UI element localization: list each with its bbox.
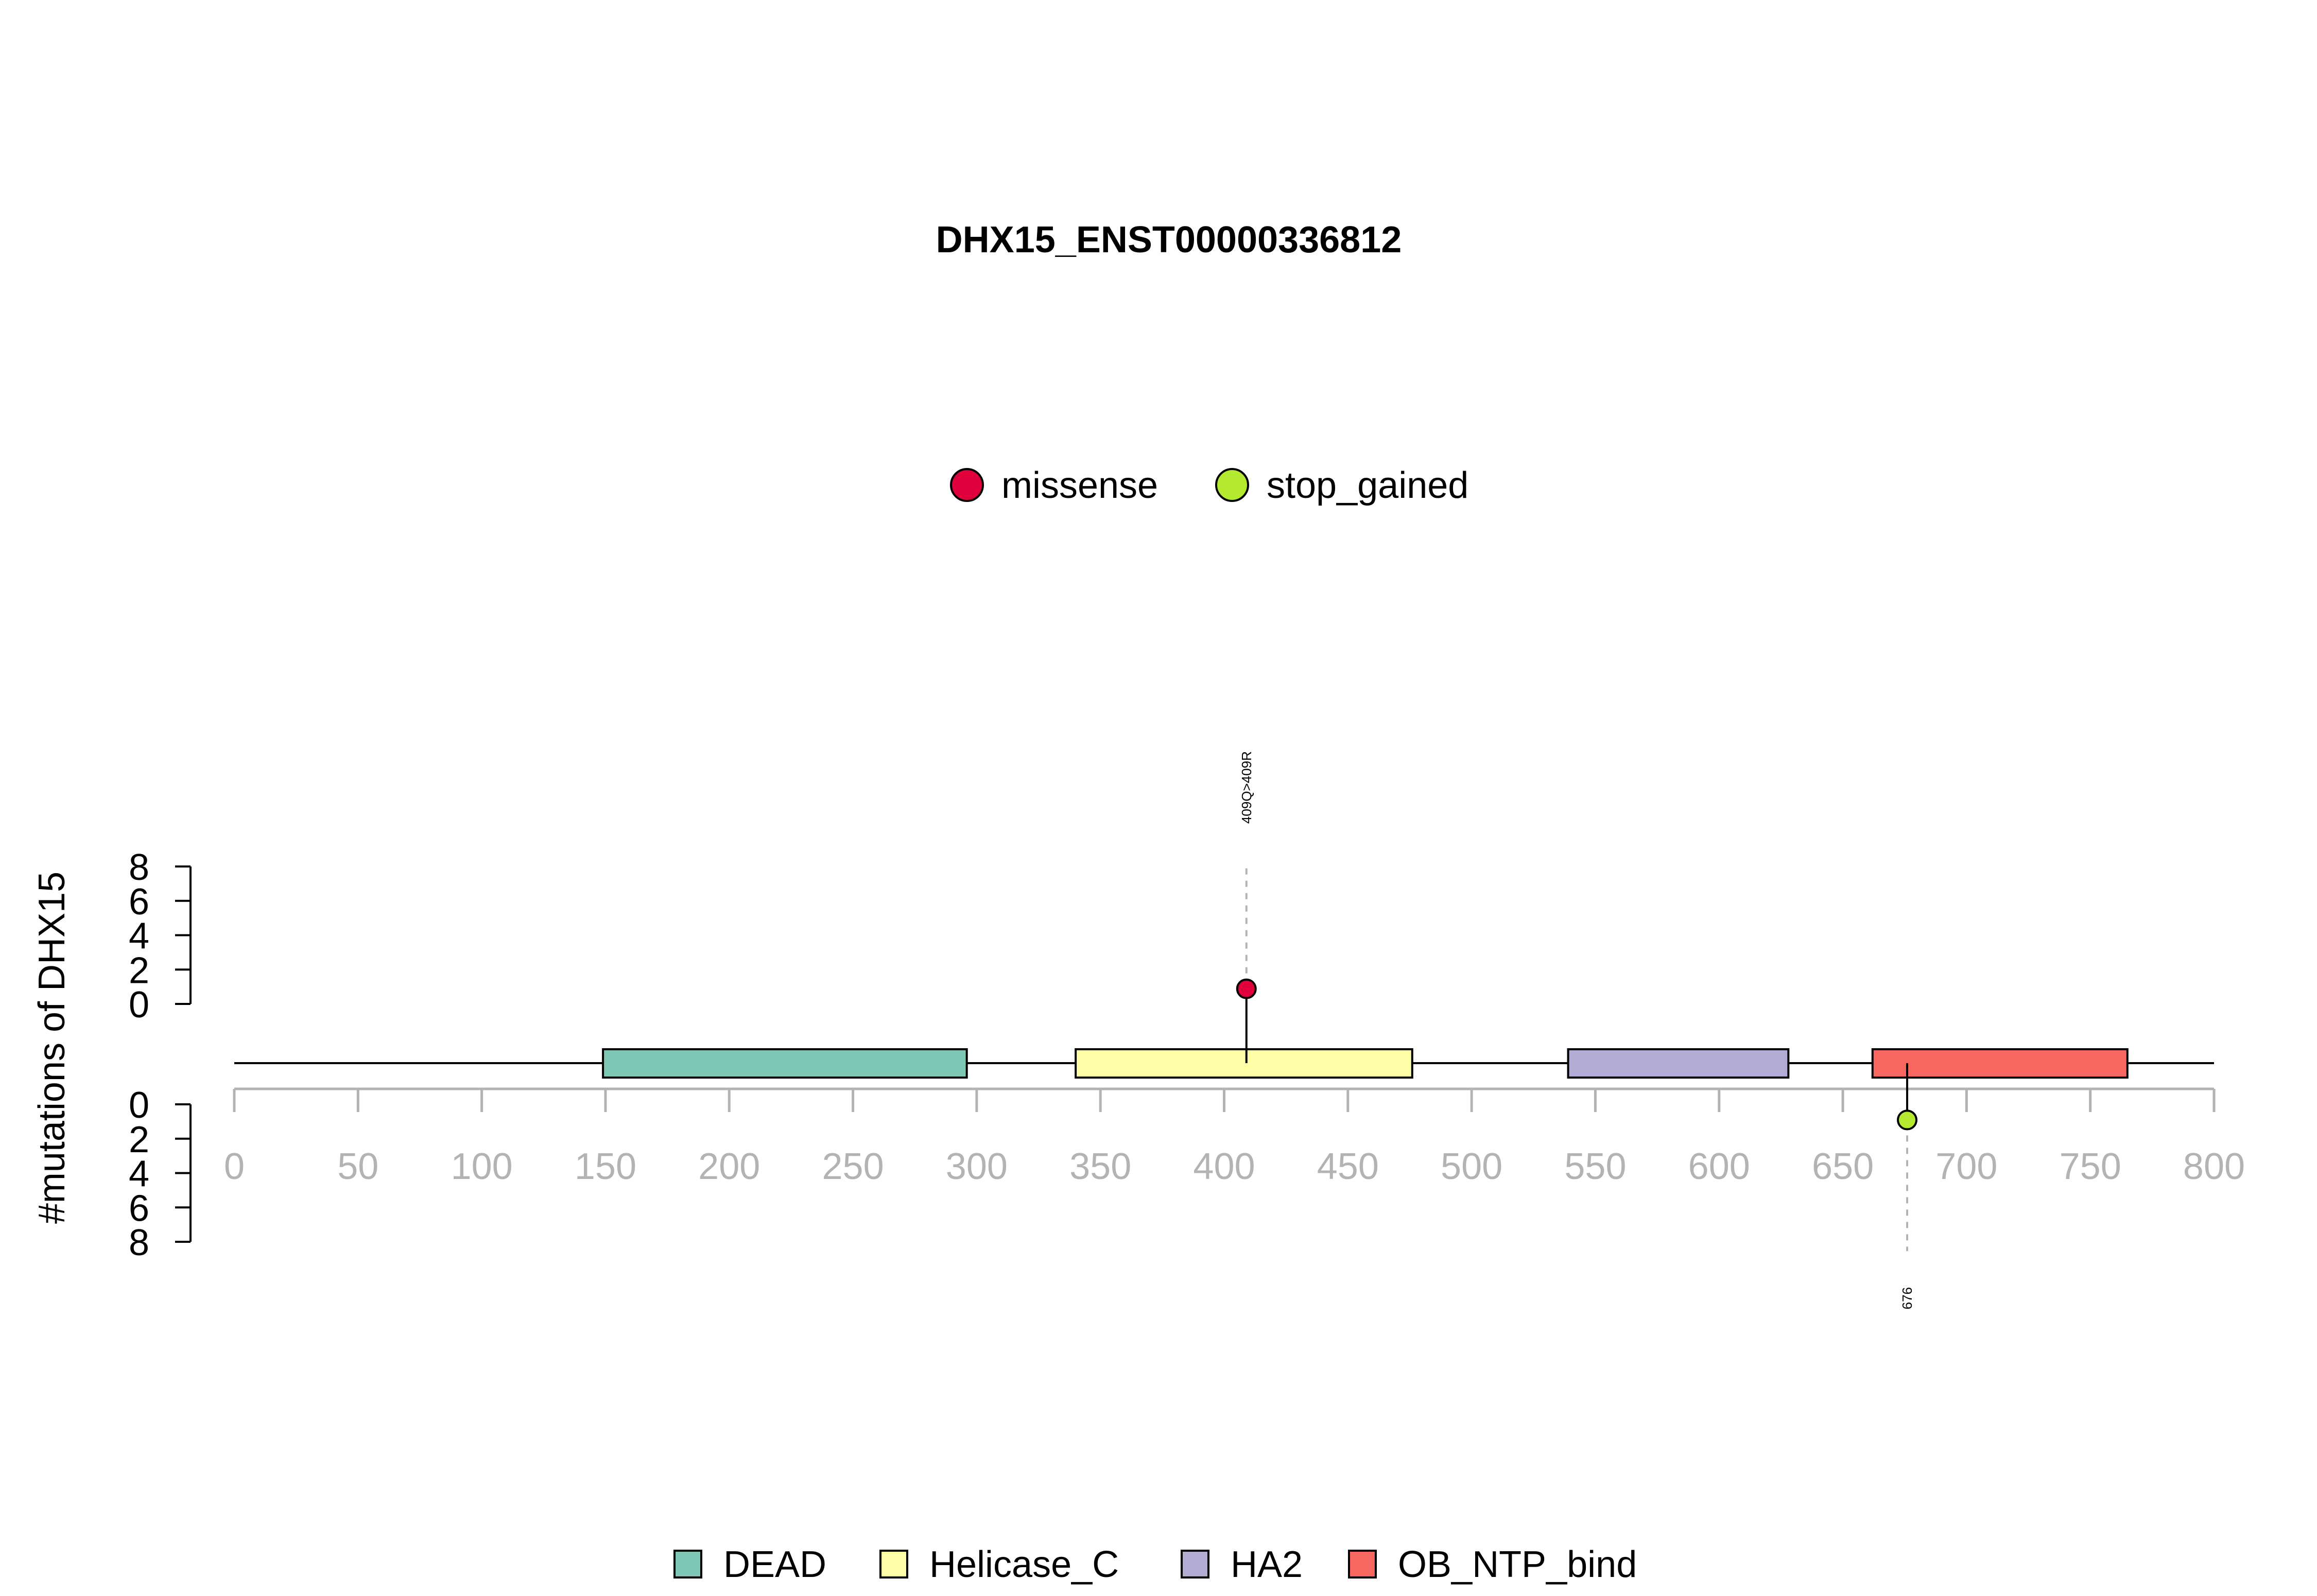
mutation-label-409: 409Q>409R (1239, 751, 1254, 824)
x-tick-label-600: 600 (1688, 1146, 1750, 1187)
x-tick-label-450: 450 (1317, 1146, 1379, 1187)
y-tick-label-lower-8: 8 (129, 1222, 149, 1263)
y-axis-label: #mutations of DHX15 (31, 872, 73, 1224)
domain-HA2 (1567, 1048, 1790, 1079)
mutation-label-676: 676 (1899, 1287, 1915, 1309)
chart-title: DHX15_ENST00000336812 (936, 219, 1402, 261)
legend-dot-missense (950, 468, 984, 502)
y-tick-label-upper-6: 6 (129, 881, 149, 923)
y-tick-label-lower-4: 4 (129, 1154, 149, 1195)
x-tick-label-550: 550 (1564, 1146, 1626, 1187)
x-axis: 0 50 100 150 200 250 300 350 400 450 500 550 600 650 7… (224, 1087, 2245, 1187)
lollipop-head-409 (1236, 978, 1257, 999)
x-tick-label-350: 350 (1069, 1146, 1131, 1187)
legend-label-OB_NTP_bind: OB_NTP_bind (1398, 1544, 1637, 1585)
y-tick-label-lower-0: 0 (129, 1085, 149, 1126)
x-tick-label-500: 500 (1441, 1146, 1502, 1187)
domain-legend: DEAD Helicase_C HA2 OB_NTP_bind (673, 1544, 1637, 1585)
legend-label-stop_gained: stop_gained (1267, 465, 1468, 506)
legend-swatch-Helicase_C (879, 1550, 908, 1578)
x-tick-label-700: 700 (1935, 1146, 1997, 1187)
y-tick-label-upper-8: 8 (129, 847, 149, 888)
legend-swatch-HA2 (1181, 1550, 1209, 1578)
mutation-type-legend: missense stop_gained (950, 465, 1468, 506)
y-tick-label-upper-0: 0 (129, 984, 149, 1026)
x-tick-label-650: 650 (1812, 1146, 1874, 1187)
x-tick-label-200: 200 (698, 1146, 760, 1187)
x-tick-label-0: 0 (224, 1146, 245, 1187)
x-tick-label-400: 400 (1193, 1146, 1255, 1187)
legend-label-Helicase_C: Helicase_C (929, 1544, 1119, 1585)
x-tick-label-50: 50 (337, 1146, 378, 1187)
y-tick-label-upper-4: 4 (129, 916, 149, 957)
legend-label-HA2: HA2 (1231, 1544, 1303, 1585)
x-tick-label-800: 800 (2183, 1146, 2245, 1187)
y-tick-label-lower-2: 2 (129, 1119, 149, 1160)
x-tick-label-750: 750 (2060, 1146, 2121, 1187)
domain-Helicase_C (1075, 1048, 1413, 1079)
x-tick-label-100: 100 (451, 1146, 513, 1187)
legend-dot-stop_gained (1215, 468, 1249, 502)
legend-swatch-DEAD (673, 1550, 702, 1578)
domain-DEAD (602, 1048, 968, 1079)
mutation-lollipops: 409Q>409R 676 (1236, 751, 1918, 1309)
legend-swatch-OB_NTP_bind (1348, 1550, 1377, 1578)
y-tick-label-lower-6: 6 (129, 1188, 149, 1229)
legend-label-missense: missense (1001, 465, 1158, 506)
legend-label-DEAD: DEAD (723, 1544, 826, 1585)
x-tick-label-300: 300 (946, 1146, 1008, 1187)
x-tick-label-150: 150 (575, 1146, 636, 1187)
y-tick-label-upper-2: 2 (129, 950, 149, 991)
protein-domains (602, 1048, 2129, 1079)
x-tick-label-250: 250 (822, 1146, 884, 1187)
domain-OB_NTP_bind (1871, 1048, 2129, 1079)
lollipop-head-676 (1897, 1109, 1918, 1131)
